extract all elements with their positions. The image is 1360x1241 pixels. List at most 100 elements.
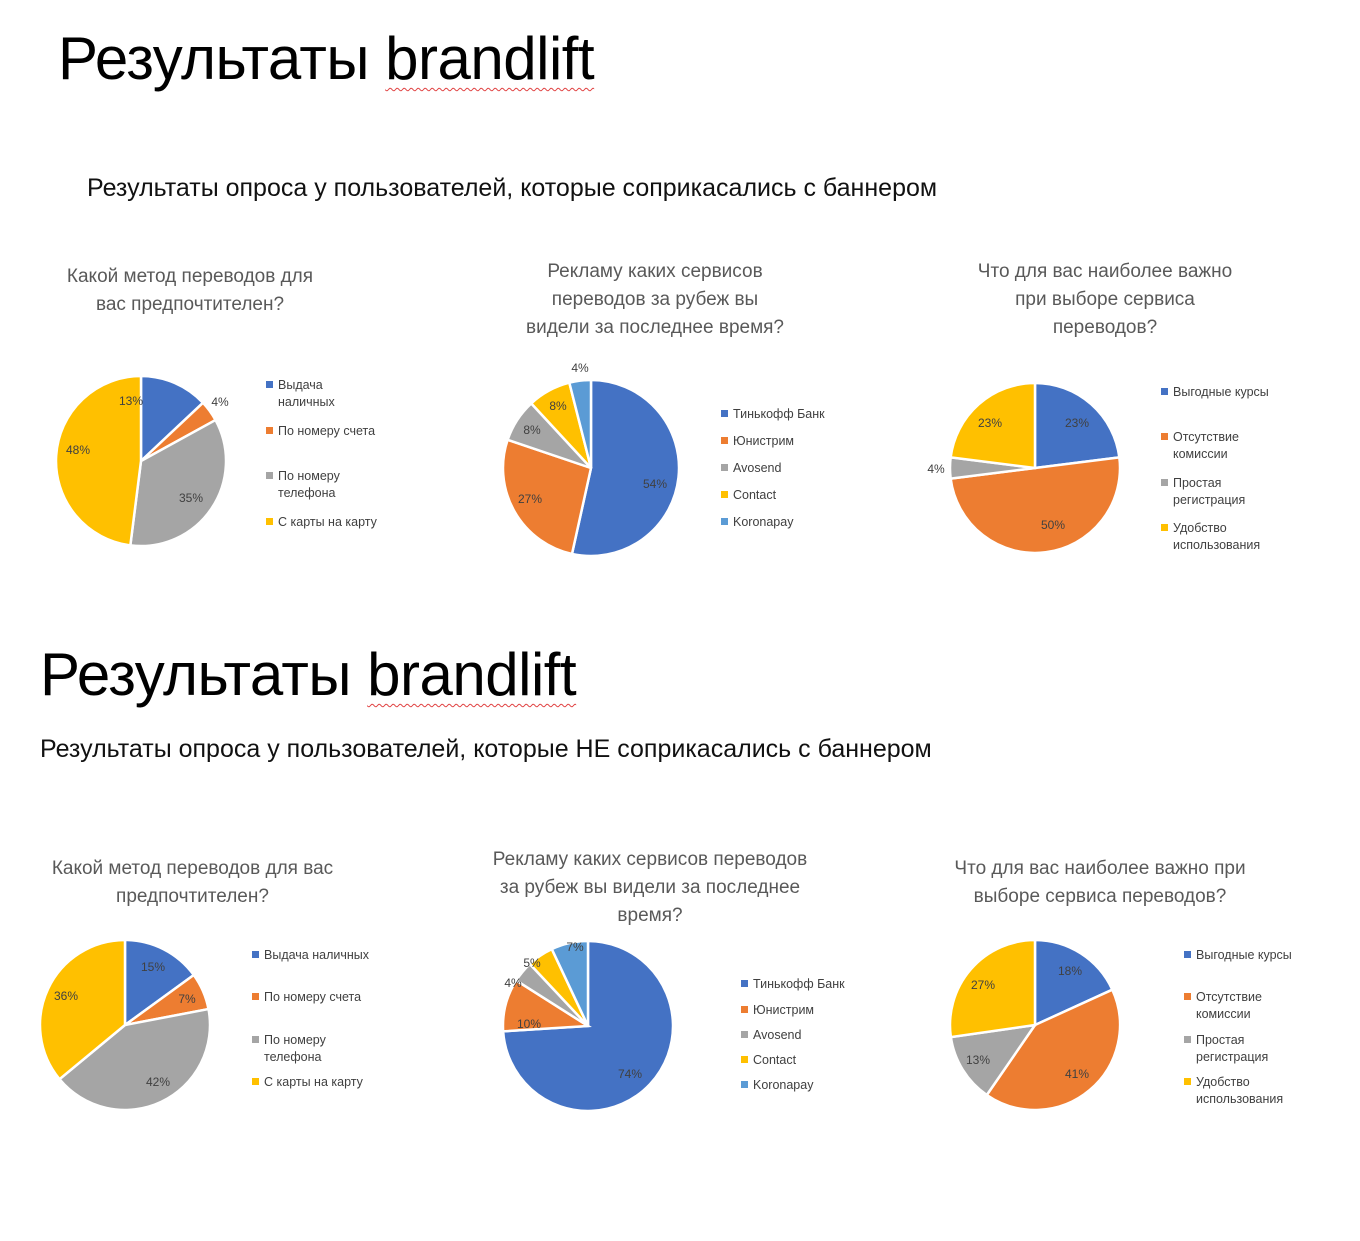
legend-item[interactable]: Отсутствие комиссии — [1161, 429, 1239, 463]
pie-data-label: 7% — [566, 940, 584, 954]
legend-label: Юнистрим — [753, 1002, 814, 1019]
legend-swatch-icon — [721, 464, 728, 471]
legend-item[interactable]: Выгодные курсы — [1161, 384, 1269, 401]
pie-slice-с-карты-на-карту[interactable] — [54, 374, 143, 547]
legend-swatch-icon — [721, 437, 728, 444]
legend-label-line: наличных — [278, 395, 335, 409]
legend-item[interactable]: С карты на карту — [252, 1074, 363, 1091]
legend-label: По номеру счета — [278, 423, 375, 440]
legend-swatch-icon — [741, 980, 748, 987]
legend-item[interactable]: Юнистрим — [721, 433, 794, 450]
legend-item[interactable]: Простая регистрация — [1184, 1032, 1268, 1066]
legend-item[interactable]: С карты на карту — [266, 514, 377, 531]
chart-title-line: вас предпочтителен? — [95, 294, 285, 315]
pie-slice-выдача-наличных[interactable] — [139, 374, 205, 464]
legend-item[interactable]: Тинькофф Банк — [741, 976, 845, 993]
pie-slice-по-номеру-телефона[interactable] — [128, 418, 228, 548]
legend-label-line: По номеру — [264, 1033, 326, 1047]
legend-item[interactable]: По номеру счета — [252, 989, 361, 1006]
legend-item[interactable]: По номеру счета — [266, 423, 375, 440]
pie-data-label: 27% — [971, 978, 995, 992]
pie-data-label: 54% — [643, 477, 667, 491]
legend-label-line: комиссии — [1196, 1007, 1251, 1021]
legend-swatch-icon — [721, 491, 728, 498]
legend-swatch-icon — [266, 472, 273, 479]
legend-item[interactable]: Простая регистрация — [1161, 475, 1245, 509]
legend-item[interactable]: Удобство использования — [1184, 1074, 1283, 1108]
legend-item[interactable]: По номеру телефона — [252, 1032, 326, 1066]
legend-item[interactable]: Выдача наличных — [252, 947, 369, 964]
pie-data-label: 42% — [146, 1075, 170, 1089]
legend-label-line: телефона — [278, 486, 336, 500]
pie-slice-отсутствие-комиссии[interactable] — [949, 455, 1122, 555]
legend-swatch-icon — [1184, 1078, 1191, 1085]
legend-item[interactable]: Avosend — [721, 460, 781, 477]
legend-label-line: использования — [1173, 538, 1261, 552]
legend-label: Отсутствие комиссии — [1173, 429, 1239, 463]
legend-swatch-icon — [266, 381, 273, 388]
pie-slice-выгодные-курсы[interactable] — [1033, 381, 1121, 470]
legend-label: Тинькофф Банк — [753, 976, 845, 993]
pie-chart: 15% 7% 42% 36% — [38, 938, 212, 1112]
legend-label: Avosend — [733, 460, 781, 477]
legend-item[interactable]: Avosend — [741, 1027, 801, 1044]
legend-item[interactable]: Contact — [741, 1052, 796, 1069]
legend-item[interactable]: Koronapay — [721, 514, 793, 531]
legend-item[interactable]: Отсутствие комиссии — [1184, 989, 1262, 1023]
legend-label-line: использования — [1196, 1092, 1284, 1106]
legend-item[interactable]: Выдача наличных — [266, 377, 335, 411]
pie-slice-выгодные-курсы[interactable] — [1033, 938, 1114, 1027]
legend-label-line: Юнистрим — [753, 1003, 815, 1017]
legend-swatch-icon — [252, 951, 259, 958]
section-1-title-prefix: Результаты — [58, 25, 386, 92]
legend-swatch-icon — [741, 1031, 748, 1038]
pie-slice-юнистрим[interactable] — [501, 438, 593, 556]
legend-item[interactable]: По номеру телефона — [266, 468, 340, 502]
legend-item[interactable]: Выгодные курсы — [1184, 947, 1292, 964]
pie-slice-удобство-использования[interactable] — [949, 381, 1037, 470]
legend-swatch-icon — [1184, 993, 1191, 1000]
chart-title-line: Что для вас наиболее важно при — [954, 858, 1246, 879]
legend-label-line: С карты на карту — [278, 515, 377, 529]
pie-slice-с-карты-на-карту[interactable] — [38, 938, 127, 1081]
pie-slice-koronapay[interactable] — [550, 939, 590, 1027]
section-2-title-brand: brandlift — [367, 641, 577, 708]
chart-title: Рекламу каких сервисов переводов за рубеж… — [500, 258, 810, 342]
pie-slice-тинькофф-банк[interactable] — [570, 378, 681, 558]
legend-item[interactable]: Тинькофф Банк — [721, 406, 825, 423]
pie-data-label: 27% — [518, 492, 542, 506]
legend-label-line: Простая — [1196, 1033, 1245, 1047]
pie-data-label: 4% — [927, 462, 945, 476]
legend-label: Простая регистрация — [1196, 1032, 1268, 1066]
pie-slice-отсутствие-комиссии[interactable] — [985, 988, 1122, 1112]
legend-label: Koronapay — [733, 514, 793, 531]
legend-label: Выдача наличных — [264, 947, 369, 964]
pie-data-label: 36% — [54, 989, 78, 1003]
pie-slice-выдача-наличных[interactable] — [123, 938, 196, 1028]
legend-swatch-icon — [266, 427, 273, 434]
legend-label: По номеру телефона — [278, 468, 340, 502]
pie-slice-по-номеру-телефона[interactable] — [57, 1007, 212, 1112]
pie-data-label: 18% — [1058, 964, 1082, 978]
legend-label-line: Удобство — [1173, 521, 1227, 535]
pie-chart: 54% 27% 8% 8% 4% — [501, 361, 681, 558]
legend-swatch-icon — [741, 1056, 748, 1063]
legend-label-line: Отсутствие — [1173, 430, 1239, 444]
legend-item[interactable]: Удобство использования — [1161, 520, 1260, 554]
legend-item[interactable]: Юнистрим — [741, 1002, 814, 1019]
legend-label-line: Тинькофф Банк — [753, 977, 845, 991]
legend-label: Выгодные курсы — [1196, 947, 1292, 964]
pie-slice-удобство-использования[interactable] — [948, 938, 1037, 1039]
pie-data-label: 4% — [571, 361, 589, 375]
pie-chart: 23% 50% 4% 23% — [927, 381, 1122, 555]
chart-title-line: видели за последнее время? — [526, 317, 784, 338]
legend-item[interactable]: Koronapay — [741, 1077, 813, 1094]
legend-label-line: Contact — [733, 488, 777, 502]
legend-swatch-icon — [741, 1081, 748, 1088]
legend-label: Avosend — [753, 1027, 801, 1044]
section-2-subtitle: Результаты опроса у пользователей, котор… — [40, 735, 932, 763]
pie-slice-простая-регистрация[interactable] — [949, 1023, 1038, 1097]
legend-label: Простая регистрация — [1173, 475, 1245, 509]
legend-item[interactable]: Contact — [721, 487, 776, 504]
pie-slice-koronapay[interactable] — [567, 378, 593, 469]
